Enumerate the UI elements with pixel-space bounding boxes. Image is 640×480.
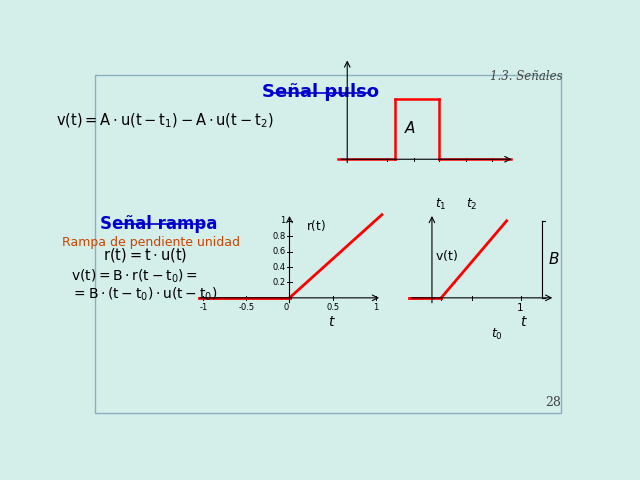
Text: -1: -1 bbox=[199, 303, 207, 312]
Text: Señal pulso: Señal pulso bbox=[262, 83, 379, 101]
Text: 0.8: 0.8 bbox=[273, 232, 285, 241]
Text: $\mathrm{= B \cdot (t-t_0) \cdot u(t-t_0)}$: $\mathrm{= B \cdot (t-t_0) \cdot u(t-t_0… bbox=[72, 286, 218, 303]
Text: $\mathrm{v(t) = B \cdot r(t-t_0) =}$: $\mathrm{v(t) = B \cdot r(t-t_0) =}$ bbox=[70, 267, 197, 285]
Text: $A$: $A$ bbox=[404, 120, 416, 136]
Text: $\mathrm{v(t)}$: $\mathrm{v(t)}$ bbox=[435, 248, 458, 263]
Text: 1.3. Señales: 1.3. Señales bbox=[490, 70, 563, 83]
Text: 0.4: 0.4 bbox=[273, 263, 285, 272]
Text: $t_1$: $t_1$ bbox=[435, 196, 447, 212]
Text: $t_0$: $t_0$ bbox=[492, 327, 503, 342]
Text: $t_2$: $t_2$ bbox=[466, 196, 477, 212]
Text: -0.5: -0.5 bbox=[238, 303, 255, 312]
Text: Rampa de pendiente unidad: Rampa de pendiente unidad bbox=[62, 236, 240, 249]
Text: 1: 1 bbox=[517, 303, 524, 313]
Text: $B$: $B$ bbox=[548, 252, 560, 267]
Text: 0.2: 0.2 bbox=[273, 278, 285, 287]
Text: $\mathrm{r(t)}$: $\mathrm{r(t)}$ bbox=[307, 218, 326, 233]
Text: 28: 28 bbox=[545, 396, 561, 409]
Text: $\mathrm{r(t) = t \cdot u(t)}$: $\mathrm{r(t) = t \cdot u(t)}$ bbox=[102, 246, 187, 264]
Text: 1: 1 bbox=[280, 216, 285, 225]
Text: $t$: $t$ bbox=[520, 315, 528, 329]
Text: Señal rampa: Señal rampa bbox=[100, 215, 218, 233]
Text: 1: 1 bbox=[373, 303, 378, 312]
Text: 0.5: 0.5 bbox=[326, 303, 339, 312]
Text: 0: 0 bbox=[283, 303, 288, 312]
Text: 0.6: 0.6 bbox=[273, 247, 285, 256]
Text: $t$: $t$ bbox=[328, 315, 336, 329]
Text: $\mathrm{v(t) = A \cdot u(t-t_1) - A \cdot u(t-t_2)}$: $\mathrm{v(t) = A \cdot u(t-t_1) - A \cd… bbox=[56, 111, 273, 130]
